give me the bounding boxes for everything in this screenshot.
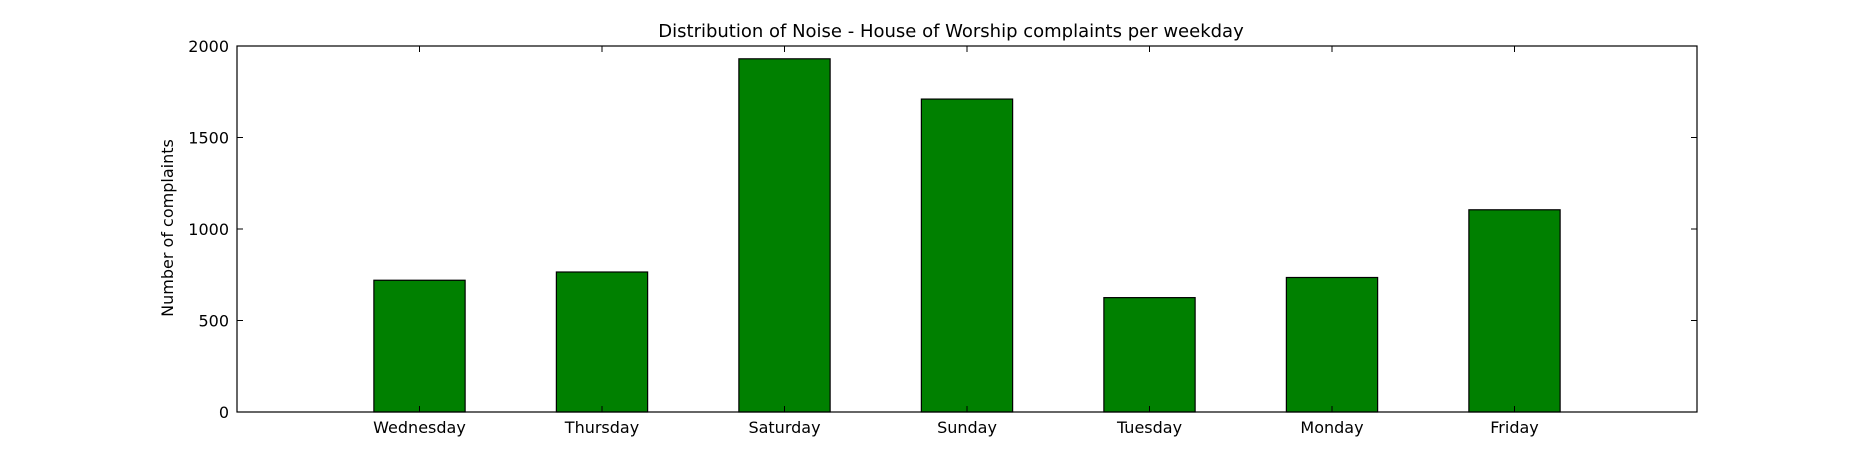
x-tick-label: Tuesday bbox=[1116, 418, 1182, 437]
bar-monday bbox=[1285, 276, 1379, 413]
chart-title: Distribution of Noise - House of Worship… bbox=[658, 21, 1244, 42]
bars-layer bbox=[373, 58, 1561, 413]
x-tick-label: Thursday bbox=[564, 418, 639, 437]
axes-layer: Wednesday Thursday Saturday Sunday Tuesday Mo… bbox=[188, 37, 1698, 437]
y-tick-label: 2000 bbox=[188, 37, 229, 56]
y-axis-label: Number of complaints bbox=[158, 139, 177, 317]
x-tick-label: Sunday bbox=[937, 418, 997, 437]
bar-sunday bbox=[920, 98, 1014, 413]
y-tick-label: 1500 bbox=[188, 129, 229, 148]
x-tick-label: Wednesday bbox=[373, 418, 466, 437]
x-tick-label: Friday bbox=[1490, 418, 1539, 437]
bar-wednesday bbox=[373, 279, 466, 413]
y-tick-label: 500 bbox=[198, 312, 229, 331]
y-tick-label: 0 bbox=[219, 403, 229, 422]
bar-saturday bbox=[738, 58, 831, 413]
bar-friday bbox=[1468, 209, 1561, 413]
bar-tuesday bbox=[1103, 297, 1196, 413]
x-tick-label: Monday bbox=[1300, 418, 1363, 437]
x-tick-label: Saturday bbox=[748, 418, 820, 437]
bar-thursday bbox=[555, 271, 649, 413]
y-tick-label: 1000 bbox=[188, 220, 229, 239]
